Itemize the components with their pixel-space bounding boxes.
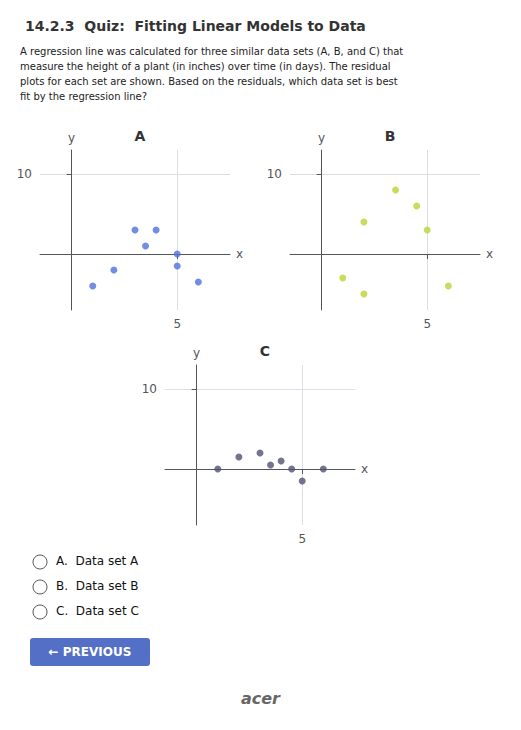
svg-text:10: 10 <box>17 167 32 181</box>
svg-text:x: x <box>236 247 243 261</box>
svg-text:5: 5 <box>423 317 431 331</box>
svg-text:measure the height of a plant: measure the height of a plant (in inches… <box>20 61 391 72</box>
svg-text:plots for each set are shown.: plots for each set are shown. Based on t… <box>20 76 398 87</box>
svg-text:A: A <box>135 128 146 144</box>
svg-text:y: y <box>318 131 325 145</box>
svg-text:acer: acer <box>241 689 281 708</box>
svg-text:10: 10 <box>267 167 282 181</box>
svg-text:C. Data set C: C. Data set C <box>56 604 139 618</box>
svg-text:x: x <box>361 462 368 476</box>
svg-text:x: x <box>486 247 493 261</box>
svg-text:y: y <box>193 346 200 360</box>
svg-text:B. Data set B: B. Data set B <box>56 579 139 593</box>
svg-text:← PREVIOUS: ← PREVIOUS <box>49 645 132 659</box>
svg-text:B: B <box>385 128 396 144</box>
svg-text:14.2.3 Quiz: Fitting Linear: 14.2.3 Quiz: Fitting Linear Models to Da… <box>25 18 366 34</box>
svg-text:A regression line was calculat: A regression line was calculated for thr… <box>20 46 403 57</box>
svg-text:5: 5 <box>173 317 181 331</box>
svg-text:A. Data set A: A. Data set A <box>56 554 139 568</box>
svg-text:C: C <box>260 343 270 359</box>
svg-text:10: 10 <box>142 382 157 396</box>
svg-text:y: y <box>68 131 75 145</box>
svg-text:5: 5 <box>298 532 306 546</box>
svg-text:fit by the regression line?: fit by the regression line? <box>20 91 147 102</box>
